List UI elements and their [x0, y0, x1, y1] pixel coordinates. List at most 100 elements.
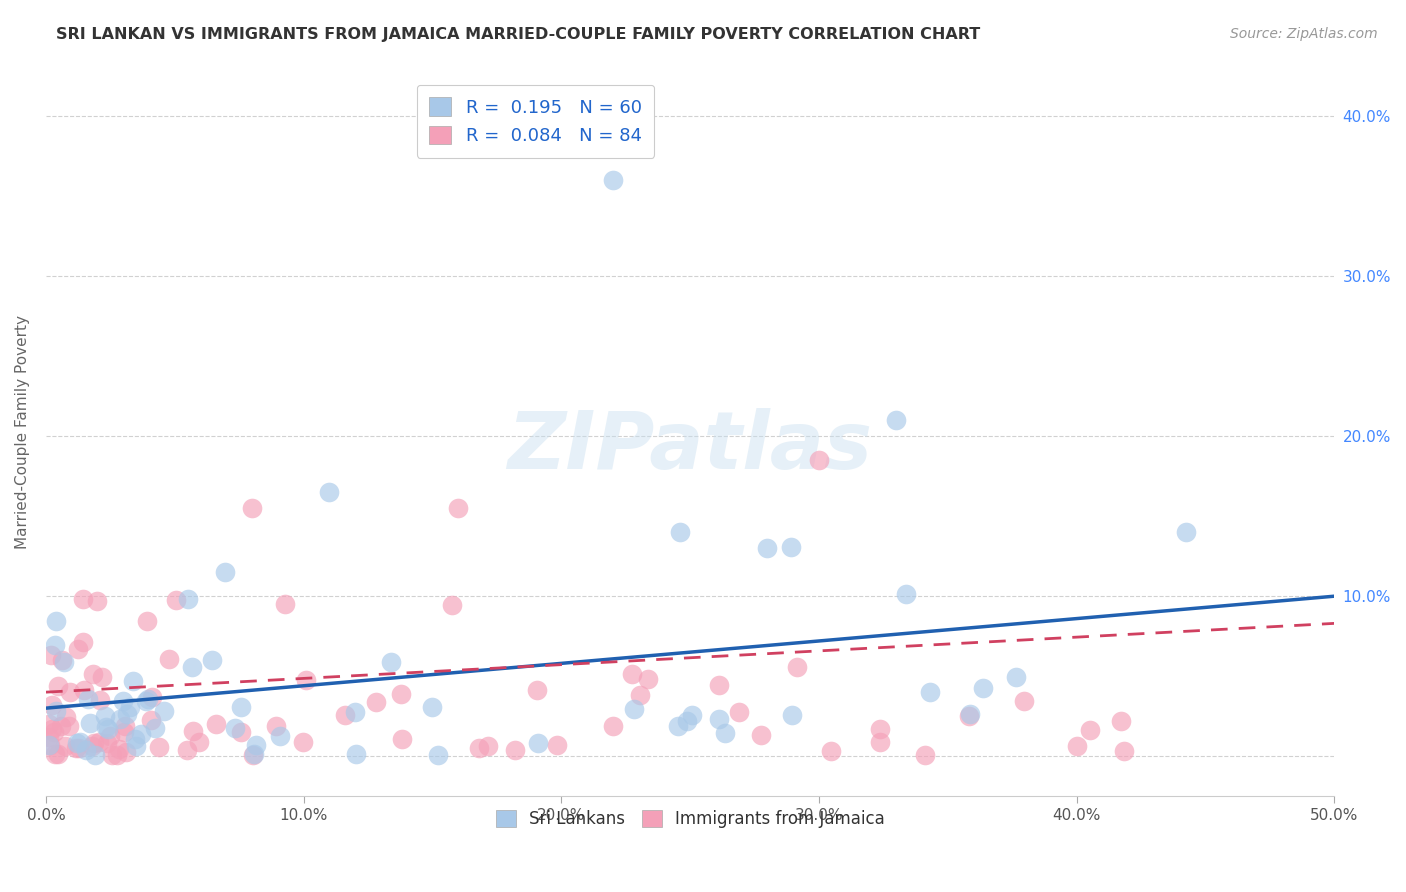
Point [224, 721, 246, 735]
Point [526, 683, 548, 698]
Point [114, 719, 136, 733]
Point [46, 680, 69, 694]
Point [427, 747, 450, 762]
Point [1078, 723, 1101, 738]
Point [94, 720, 117, 734]
Point [894, 587, 917, 601]
Point [728, 706, 751, 720]
Point [477, 739, 499, 753]
Point [139, 713, 162, 727]
Point [380, 655, 402, 669]
Point [676, 714, 699, 729]
Point [38, 731, 60, 745]
Point [157, 652, 180, 666]
Point [1066, 739, 1088, 753]
Point [786, 660, 808, 674]
Point [389, 687, 412, 701]
Point [131, 727, 153, 741]
Point [76, 692, 98, 706]
Point [681, 707, 703, 722]
Point [229, 699, 252, 714]
Point [546, 738, 568, 752]
Point [124, 732, 146, 747]
Point [707, 678, 730, 692]
Point [53, 656, 76, 670]
Point [39, 738, 62, 752]
Point [39, 648, 62, 662]
Point [153, 704, 176, 718]
Point [602, 173, 624, 187]
Point [82, 739, 104, 753]
Point [420, 699, 443, 714]
Point [135, 694, 157, 708]
Point [972, 681, 994, 695]
Point [1005, 670, 1028, 684]
Point [83, 747, 105, 762]
Point [46, 747, 69, 762]
Text: ZIPatlas: ZIPatlas [508, 408, 873, 486]
Point [526, 735, 548, 749]
Point [292, 735, 315, 749]
Point [41, 698, 63, 713]
Text: SRI LANKAN VS IMMIGRANTS FROM JAMAICA MARRIED-COUPLE FAMILY POVERTY CORRELATION : SRI LANKAN VS IMMIGRANTS FROM JAMAICA MA… [56, 27, 980, 42]
Point [75, 743, 97, 757]
Point [602, 718, 624, 732]
Point [820, 744, 842, 758]
Point [343, 705, 366, 719]
Point [66, 641, 89, 656]
Point [240, 501, 263, 516]
Point [44, 638, 66, 652]
Point [53, 739, 76, 754]
Point [468, 741, 491, 756]
Point [55, 709, 77, 723]
Point [96, 736, 118, 750]
Point [630, 688, 652, 702]
Point [79, 715, 101, 730]
Point [112, 725, 135, 739]
Point [440, 599, 463, 613]
Point [66, 736, 89, 750]
Point [108, 742, 131, 756]
Point [100, 729, 122, 743]
Point [318, 485, 340, 500]
Point [181, 659, 204, 673]
Point [72, 634, 94, 648]
Point [1109, 714, 1132, 729]
Point [807, 453, 830, 467]
Point [181, 723, 204, 738]
Point [118, 700, 141, 714]
Point [67, 740, 90, 755]
Point [1175, 525, 1198, 540]
Point [114, 746, 136, 760]
Y-axis label: Married-Couple Family Poverty: Married-Couple Family Poverty [15, 315, 30, 549]
Point [59, 685, 82, 699]
Point [245, 738, 267, 752]
Point [714, 725, 737, 739]
Point [242, 747, 264, 762]
Point [105, 747, 128, 762]
Point [264, 719, 287, 733]
Point [44, 725, 66, 739]
Point [89, 735, 111, 749]
Point [124, 739, 146, 753]
Point [621, 666, 644, 681]
Point [93, 708, 115, 723]
Point [72, 592, 94, 607]
Point [145, 721, 167, 735]
Point [200, 652, 222, 666]
Point [165, 593, 187, 607]
Point [69, 735, 91, 749]
Point [51, 653, 73, 667]
Point [141, 690, 163, 704]
Point [668, 525, 690, 540]
Point [242, 747, 264, 761]
Point [782, 708, 804, 723]
Point [749, 728, 772, 742]
Point [295, 673, 318, 687]
Point [188, 735, 211, 749]
Legend: Sri Lankans, Immigrants from Jamaica: Sri Lankans, Immigrants from Jamaica [489, 804, 891, 835]
Point [38, 717, 60, 731]
Point [707, 712, 730, 726]
Point [366, 695, 388, 709]
Point [177, 592, 200, 607]
